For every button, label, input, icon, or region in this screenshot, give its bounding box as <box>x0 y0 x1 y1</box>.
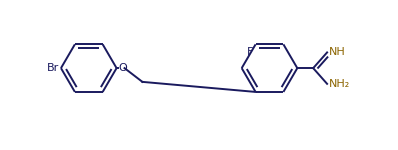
Text: NH: NH <box>329 47 346 57</box>
Text: Br: Br <box>47 63 59 73</box>
Text: O: O <box>119 63 127 73</box>
Text: NH₂: NH₂ <box>329 79 350 89</box>
Text: F: F <box>247 47 254 57</box>
